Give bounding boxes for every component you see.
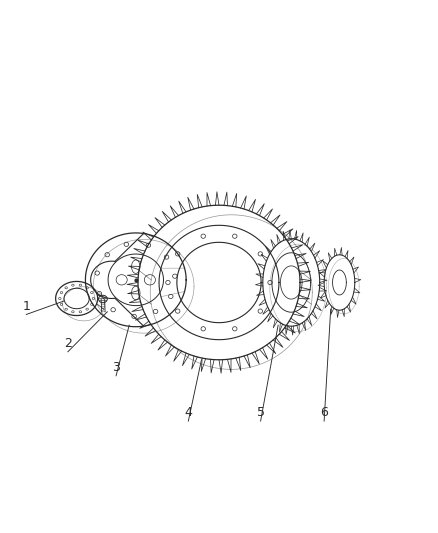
Text: 1: 1	[22, 300, 30, 313]
Text: 2: 2	[64, 337, 72, 350]
Text: 6: 6	[320, 407, 328, 419]
Text: 3: 3	[112, 361, 120, 374]
Ellipse shape	[99, 295, 107, 303]
Text: 5: 5	[257, 407, 265, 419]
Text: 4: 4	[184, 407, 192, 419]
